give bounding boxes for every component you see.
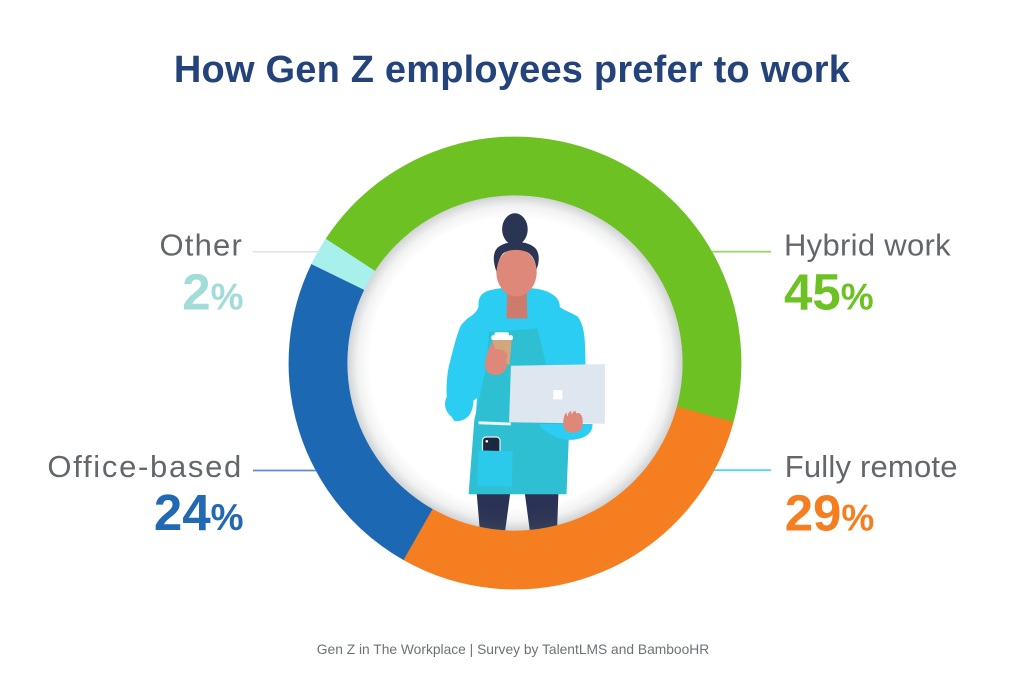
svg-text:How Gen Z employees prefer to: How Gen Z employees prefer to work: [174, 49, 851, 91]
svg-text:Hybrid work: Hybrid work: [784, 228, 951, 263]
svg-text:45%: 45%: [784, 264, 874, 321]
svg-text:2%: 2%: [182, 264, 243, 321]
svg-text:Fully remote: Fully remote: [785, 449, 958, 484]
svg-text:24%: 24%: [154, 484, 244, 541]
svg-text:29%: 29%: [785, 485, 875, 542]
svg-text:Other: Other: [159, 228, 243, 263]
svg-text:Gen Z in The Workplace | Surve: Gen Z in The Workplace | Survey by Talen…: [317, 642, 709, 657]
svg-text:Office-based: Office-based: [47, 449, 243, 484]
